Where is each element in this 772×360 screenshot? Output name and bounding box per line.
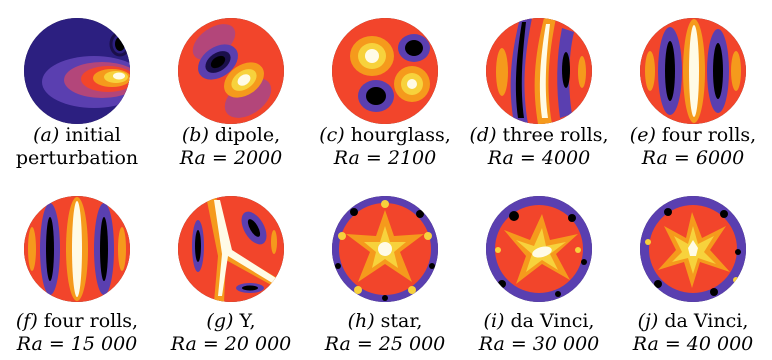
disc-j bbox=[640, 196, 746, 302]
pattern-initial-perturbation bbox=[24, 18, 130, 124]
disc-d bbox=[486, 18, 592, 124]
caption-b: (b) dipole, Ra = 2000 bbox=[179, 124, 283, 169]
caption-f: (f) four rolls, Ra = 15 000 bbox=[15, 310, 139, 355]
disc-a bbox=[24, 18, 130, 124]
caption-a: (a) initial perturbation bbox=[15, 124, 139, 169]
caption-e: (e) four rolls, Ra = 6000 bbox=[629, 124, 757, 169]
caption-c: (c) hourglass, Ra = 2100 bbox=[319, 124, 451, 169]
disc-f bbox=[24, 196, 130, 302]
pattern-y bbox=[178, 196, 284, 302]
pattern-star bbox=[332, 196, 438, 302]
disc-e bbox=[640, 18, 746, 124]
caption-d: (d) three rolls, Ra = 4000 bbox=[469, 124, 609, 169]
pattern-da-vinci-j bbox=[640, 196, 746, 302]
caption-g: (g) Y, Ra = 20 000 bbox=[170, 310, 292, 355]
disc-g bbox=[178, 196, 284, 302]
disc-b bbox=[178, 18, 284, 124]
caption-j: (j) da Vinci, Ra = 40 000 bbox=[632, 310, 754, 355]
pattern-four-rolls-f bbox=[24, 196, 130, 302]
caption-i: (i) da Vinci, Ra = 30 000 bbox=[478, 310, 600, 355]
pattern-hourglass bbox=[332, 18, 438, 124]
disc-h bbox=[332, 196, 438, 302]
caption-h: (h) star, Ra = 25 000 bbox=[324, 310, 446, 355]
pattern-four-rolls-e bbox=[640, 18, 746, 124]
disc-c bbox=[332, 18, 438, 124]
disc-i bbox=[486, 196, 592, 302]
pattern-dipole bbox=[178, 18, 284, 124]
pattern-three-rolls bbox=[486, 18, 592, 124]
pattern-da-vinci-i bbox=[486, 196, 592, 302]
